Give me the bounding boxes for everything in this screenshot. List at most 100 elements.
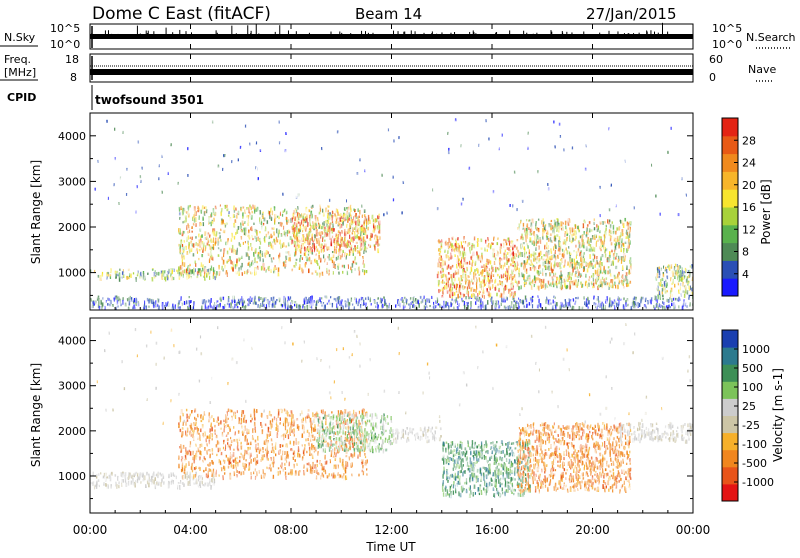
heatmap-cell — [465, 252, 467, 256]
heatmap-cell — [202, 268, 204, 272]
heatmap-cell — [190, 441, 192, 445]
heatmap-cell — [657, 288, 659, 290]
heatmap-cell — [241, 446, 243, 450]
heatmap-cell — [480, 284, 482, 289]
heatmap-cell — [223, 306, 225, 309]
heatmap-cell — [613, 257, 615, 260]
heatmap-cell — [347, 271, 349, 275]
heatmap-cell — [271, 243, 273, 246]
heatmap-cell — [215, 240, 217, 244]
heatmap-cell — [180, 249, 182, 252]
heatmap-cell — [306, 451, 308, 453]
heatmap-cell — [523, 277, 525, 279]
heatmap-cell — [359, 423, 361, 425]
heatmap-cell — [689, 295, 691, 298]
heatmap-cell — [154, 477, 156, 481]
heatmap-cell — [158, 272, 160, 276]
heatmap-cell — [229, 429, 231, 433]
heatmap-cell — [152, 269, 154, 271]
heatmap-cell — [362, 260, 364, 264]
heatmap-cell — [471, 246, 473, 250]
heatmap-cell — [344, 233, 346, 237]
heatmap-cell — [564, 299, 566, 301]
heatmap-cell — [595, 303, 597, 306]
heatmap-cell — [239, 303, 241, 305]
heatmap-cell — [231, 238, 233, 242]
heatmap-cell — [341, 241, 343, 243]
noise-right-tick-top: 10^5 — [712, 22, 742, 35]
heatmap-cell — [202, 250, 204, 253]
heatmap-cell — [121, 277, 123, 279]
heatmap-cell — [273, 297, 275, 302]
heatmap-cell — [197, 430, 199, 435]
heatmap-cell — [301, 411, 303, 415]
heatmap-cell — [202, 460, 204, 463]
heatmap-cell — [180, 296, 182, 301]
heatmap-cell — [640, 299, 642, 304]
heatmap-cell — [633, 303, 635, 308]
heatmap-cell — [471, 267, 473, 272]
heatmap-cell — [142, 473, 144, 478]
heatmap-cell — [366, 468, 368, 470]
heatmap-cell — [200, 228, 202, 231]
heatmap-cell — [145, 306, 147, 310]
heatmap-cell — [532, 300, 534, 302]
heatmap-cell — [276, 418, 278, 421]
heatmap-cell — [316, 223, 318, 226]
heatmap-cell — [218, 304, 220, 307]
heatmap-cell — [524, 305, 526, 308]
heatmap-cell — [591, 275, 593, 277]
y-tick-label: 2000 — [58, 221, 86, 234]
heatmap-cell — [440, 251, 442, 253]
heatmap-cell — [240, 225, 242, 228]
heatmap-cell — [273, 271, 275, 273]
heatmap-cell — [202, 264, 204, 268]
heatmap-cell — [467, 262, 469, 265]
heatmap-cell — [129, 297, 131, 301]
heatmap-cell — [118, 485, 120, 488]
heatmap-cell — [474, 269, 476, 272]
heatmap-cell — [294, 265, 296, 268]
heatmap-cell — [610, 273, 612, 276]
heatmap-cell — [599, 230, 601, 233]
freq-right-tick-bottom: 0 — [709, 71, 716, 84]
heatmap-cell — [168, 172, 170, 175]
heatmap-cell — [256, 261, 258, 263]
heatmap-cell — [182, 244, 184, 247]
colorbar-segment — [722, 225, 738, 243]
heatmap-cell — [122, 479, 124, 483]
heatmap-cell — [653, 305, 655, 308]
heatmap-cell — [268, 242, 270, 245]
heatmap-cell — [219, 232, 221, 234]
heatmap-cell — [286, 246, 288, 248]
heatmap-cell — [344, 265, 346, 269]
heatmap-cell — [96, 482, 98, 487]
heatmap-cell — [572, 146, 574, 149]
heatmap-cell — [218, 247, 220, 249]
heatmap-cell — [463, 247, 465, 250]
heatmap-cell — [491, 279, 493, 282]
heatmap-cell — [190, 472, 192, 475]
heatmap-cell — [194, 206, 196, 211]
heatmap-cell — [116, 296, 118, 301]
heatmap-cell — [444, 285, 446, 290]
heatmap-cell — [318, 251, 320, 255]
heatmap-cell — [354, 268, 356, 271]
heatmap-cell — [671, 303, 673, 306]
heatmap-cell — [613, 253, 615, 257]
heatmap-cell — [570, 258, 572, 262]
heatmap-cell — [162, 305, 164, 310]
heatmap-cell — [220, 239, 222, 242]
heatmap-cell — [446, 276, 448, 280]
heatmap-cell — [474, 294, 476, 298]
heatmap-cell — [292, 269, 294, 272]
heatmap-cell — [603, 266, 605, 271]
heatmap-cell — [311, 427, 313, 431]
heatmap-cell — [575, 245, 577, 248]
heatmap-cell — [502, 265, 504, 269]
heatmap-cell — [557, 278, 559, 281]
heatmap-cell — [515, 269, 517, 271]
heatmap-cell — [285, 132, 287, 135]
heatmap-cell — [209, 482, 211, 487]
heatmap-cell — [368, 244, 370, 246]
